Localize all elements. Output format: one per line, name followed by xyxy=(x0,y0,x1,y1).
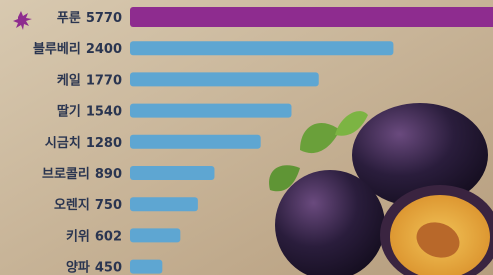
category-label: 키위 xyxy=(66,229,90,244)
value-label: 2400 xyxy=(86,42,122,57)
bar-label: 양파 450 xyxy=(66,260,122,275)
bar xyxy=(130,104,291,118)
bar-label: 블루베리 2400 xyxy=(33,41,122,57)
bar xyxy=(130,135,261,149)
bar-label: 케일 1770 xyxy=(57,73,122,88)
category-label: 블루베리 xyxy=(33,41,81,57)
bar-label: 딸기 1540 xyxy=(57,104,122,119)
bar-label: 키위 602 xyxy=(66,229,122,244)
bar xyxy=(130,260,162,274)
value-label: 450 xyxy=(95,260,122,275)
chart: 푸룬 5770 블루베리 2400 케일 1770 딸기 1540 시금치 1280 브로콜리 890… xyxy=(0,0,493,275)
value-label: 1770 xyxy=(86,73,122,88)
bar-label: 브로콜리 890 xyxy=(42,166,122,182)
category-label: 시금치 xyxy=(45,134,81,150)
value-label: 1540 xyxy=(86,104,122,119)
bar xyxy=(130,7,493,27)
bar-label: 오렌지 750 xyxy=(54,197,122,213)
bar-label: 푸룬 5770 xyxy=(57,11,122,26)
bar xyxy=(130,197,198,211)
value-label: 5770 xyxy=(86,11,122,26)
bar xyxy=(130,41,393,55)
category-label: 케일 xyxy=(57,73,81,88)
bar xyxy=(130,228,180,242)
value-label: 602 xyxy=(95,229,122,244)
value-label: 1280 xyxy=(86,135,122,150)
category-label: 오렌지 xyxy=(54,197,90,213)
value-label: 750 xyxy=(95,198,122,213)
bar xyxy=(130,72,319,86)
category-label: 푸룬 xyxy=(57,11,81,26)
category-label: 딸기 xyxy=(57,104,81,119)
bar xyxy=(130,166,214,180)
category-label: 브로콜리 xyxy=(42,166,90,182)
value-label: 890 xyxy=(95,167,122,182)
category-label: 양파 xyxy=(66,260,90,275)
